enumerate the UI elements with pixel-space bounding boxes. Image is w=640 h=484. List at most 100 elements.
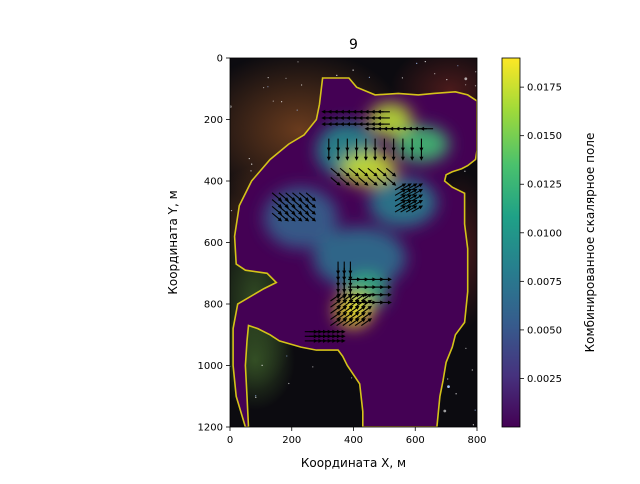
star	[250, 170, 252, 172]
vector-arrow	[361, 305, 372, 314]
y-tick-label: 1000	[198, 361, 223, 372]
vector-arrow	[400, 188, 412, 196]
vector-arrow	[411, 194, 423, 202]
y-tick-label: 400	[204, 177, 223, 188]
vector-arrow	[411, 183, 423, 191]
vector-arrow	[376, 177, 387, 186]
vector-arrow	[373, 147, 378, 161]
axes: 0 200 400 600 800 0 200 400 600 800 1000 1200 Коор…	[166, 54, 487, 471]
vector-arrow	[354, 147, 359, 161]
vector-arrow	[411, 188, 423, 196]
vector-arrow	[405, 183, 418, 191]
colorbar-ticks: 0.0025 0.0050 0.0075 0.0100 0.0125 0.0150 0.01…	[520, 83, 562, 385]
star	[267, 86, 269, 88]
vector-arrow	[285, 212, 296, 222]
vector-arrow	[411, 205, 423, 213]
star	[297, 61, 299, 63]
vector-arrow	[332, 338, 346, 343]
star	[447, 378, 449, 380]
vector-arrow	[339, 167, 350, 177]
vector-arrow	[330, 293, 342, 302]
field-hotspot	[313, 227, 406, 289]
vector-arrow	[305, 192, 316, 202]
vector-arrow	[342, 293, 354, 302]
vector-arrow	[348, 167, 360, 177]
vector-arrow	[378, 292, 392, 297]
x-tick-label: 600	[406, 435, 425, 446]
vector-arrow	[394, 183, 407, 191]
vector-arrow	[405, 188, 418, 196]
vector-arrow	[400, 147, 405, 161]
x-tick-label: 200	[282, 435, 301, 446]
vector-arrow	[378, 300, 392, 305]
vector-arrow	[400, 205, 412, 213]
star	[263, 87, 265, 89]
vector-arrow	[361, 312, 372, 320]
vector-arrow	[378, 285, 392, 290]
vector-arrow	[361, 293, 372, 302]
vector-arrow	[339, 177, 350, 186]
star	[255, 395, 257, 397]
x-tick-label: 0	[227, 435, 233, 446]
vector-arrow	[419, 147, 424, 161]
star	[446, 79, 448, 81]
vector-arrow	[298, 212, 310, 222]
star	[434, 73, 436, 75]
vector-arrow	[348, 293, 360, 302]
x-axis-ticks: 0 200 400 600 800	[227, 427, 487, 446]
vector-arrow	[292, 212, 303, 222]
vector-arrow	[376, 122, 390, 127]
vector-arrow	[336, 293, 348, 302]
colorbar-tick-label: 0.0175	[527, 83, 562, 94]
star	[255, 396, 257, 398]
star	[455, 393, 457, 395]
vector-arrow	[330, 177, 341, 186]
star	[474, 409, 476, 411]
vector-arrow	[358, 167, 369, 177]
vector-arrow	[385, 167, 397, 177]
star	[248, 158, 250, 160]
vector-arrow	[391, 147, 396, 161]
star	[472, 424, 474, 426]
vector-arrow	[405, 205, 418, 213]
vector-arrow	[411, 200, 423, 207]
y-tick-label: 200	[204, 115, 223, 126]
vector-arrow	[367, 167, 378, 177]
y-tick-label: 800	[204, 300, 223, 311]
x-axis-label: Координата X, м	[301, 456, 406, 470]
vector-arrow	[376, 167, 387, 177]
star	[416, 62, 418, 64]
vector-arrow	[394, 194, 407, 202]
star	[251, 163, 253, 165]
vector-arrow	[358, 177, 369, 186]
vector-arrow	[345, 147, 350, 161]
y-tick-label: 1200	[198, 423, 223, 434]
vector-arrow	[405, 200, 418, 207]
field-hotspot	[368, 102, 413, 137]
vector-arrow	[361, 318, 372, 327]
star	[351, 377, 353, 379]
star	[424, 61, 426, 63]
star	[457, 65, 459, 67]
star	[401, 77, 403, 79]
x-tick-label: 400	[344, 435, 363, 446]
star	[465, 347, 467, 349]
colorbar-label: Комбинированное скалярное поле	[583, 133, 597, 353]
vector-arrow	[400, 183, 412, 191]
star	[288, 382, 290, 385]
vector-arrow	[394, 188, 407, 196]
vector-arrow	[400, 200, 412, 207]
vector-arrow	[367, 177, 378, 186]
vector-arrow	[400, 194, 412, 202]
vector-arrow	[354, 293, 366, 302]
vector-arrow	[378, 277, 392, 282]
vector-arrow	[376, 109, 390, 114]
star	[230, 105, 232, 108]
star	[447, 385, 450, 388]
star	[285, 77, 287, 79]
colorbar-tick-label: 0.0025	[527, 374, 562, 385]
y-axis-ticks: 0 200 400 600 800 1000 1200	[198, 54, 230, 434]
colorbar-tick-label: 0.0050	[527, 325, 562, 336]
star	[267, 77, 269, 79]
vector-arrow	[385, 177, 397, 186]
